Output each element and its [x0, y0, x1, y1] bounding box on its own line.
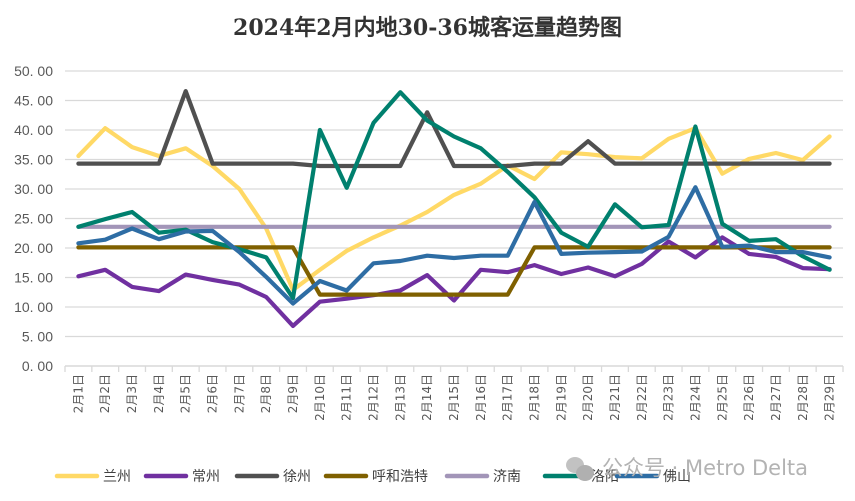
series-line-1 — [76, 235, 832, 328]
x-tick-label: 2月26日 — [742, 374, 756, 421]
y-tick-label: 5. 00 — [22, 329, 53, 345]
x-tick-label: 2月25日 — [715, 374, 729, 421]
x-tick-label: 2月9日 — [286, 374, 300, 413]
y-tick-label: 0. 00 — [22, 358, 53, 374]
x-tick-label: 2月15日 — [447, 374, 461, 421]
y-tick-label: 10. 00 — [14, 299, 53, 315]
series-layer — [76, 88, 832, 328]
x-tick-label: 2月21日 — [608, 374, 622, 421]
x-tick-label: 2月3日 — [125, 374, 139, 413]
y-tick-label: 45. 00 — [14, 93, 53, 109]
legend-item: 呼和浩特 — [323, 469, 428, 485]
x-tick-label: 2月5日 — [179, 374, 193, 413]
legend-label: 兰州 — [103, 469, 131, 485]
x-tick-label: 2月28日 — [796, 374, 810, 421]
chart-title: 2024年2月内地30-36城客运量趋势图 — [233, 15, 622, 41]
watermark: 公众号 · Metro Delta — [566, 452, 808, 482]
x-tick-label: 2月14日 — [420, 374, 434, 421]
x-tick-label: 2月23日 — [662, 374, 676, 421]
x-tick-label: 2月27日 — [769, 374, 783, 421]
wechat-icon — [566, 457, 596, 481]
legend: 兰州 常州 徐州 呼和浩特 济南 洛阳 佛山 — [54, 469, 691, 485]
x-tick-label: 2月8日 — [259, 374, 273, 413]
legend-item: 佛山 — [614, 469, 691, 485]
y-tick-label: 15. 00 — [14, 270, 53, 286]
x-tick-label: 2月4日 — [152, 374, 166, 413]
x-tick-label: 2月12日 — [367, 374, 381, 421]
x-tick-label: 2月20日 — [581, 374, 595, 421]
legend-label: 徐州 — [283, 469, 311, 485]
x-tick-label: 2月19日 — [554, 374, 568, 421]
x-tick-label: 2月18日 — [527, 374, 541, 421]
legend-label: 济南 — [493, 469, 521, 485]
x-tick-label: 2月2日 — [98, 374, 112, 413]
x-tick-label: 2月29日 — [823, 374, 837, 421]
y-tick-label: 35. 00 — [14, 152, 53, 168]
y-tick-label: 20. 00 — [14, 240, 53, 256]
y-tick-label: 30. 00 — [14, 181, 53, 197]
x-tick-label: 2月7日 — [232, 374, 246, 413]
series-line-6 — [76, 185, 832, 306]
x-tick-label: 2月10日 — [313, 374, 327, 421]
x-tick-label: 2月17日 — [501, 374, 515, 421]
legend-item: 常州 — [143, 469, 220, 485]
x-tick-label: 2月22日 — [635, 374, 649, 421]
x-axis: 2月1日 2月2日 2月3日 2月4日 2月5日 2月6日 2月7日 2月8日 2月9日 2月10… — [64, 365, 844, 421]
x-tick-label: 2月11日 — [340, 374, 354, 421]
x-tick-label: 2月16日 — [474, 374, 488, 421]
x-tick-label: 2月1日 — [71, 374, 85, 413]
y-tick-label: 40. 00 — [14, 122, 53, 138]
legend-item: 徐州 — [234, 469, 311, 485]
legend-label: 洛阳 — [591, 469, 619, 485]
x-tick-label: 2月24日 — [688, 374, 702, 421]
series-line-0 — [76, 126, 832, 292]
series-line-3 — [76, 245, 832, 297]
watermark-text: 公众号 · Metro Delta — [602, 456, 809, 480]
y-tick-label: 50. 00 — [14, 63, 53, 79]
x-tick-label: 2月6日 — [206, 374, 220, 413]
legend-label: 呼和浩特 — [372, 469, 428, 485]
series-line-2 — [76, 88, 832, 169]
x-tick-label: 2月13日 — [393, 374, 407, 421]
legend-label: 佛山 — [663, 469, 691, 485]
legend-item: 兰州 — [54, 469, 131, 485]
y-axis: 0. 00 5. 00 10. 00 15. 00 20. 00 25. 00 30. 00… — [14, 63, 53, 374]
legend-label: 常州 — [192, 469, 220, 485]
series-line-5 — [76, 90, 832, 301]
y-tick-label: 25. 00 — [14, 211, 53, 227]
legend-item: 济南 — [444, 469, 521, 485]
